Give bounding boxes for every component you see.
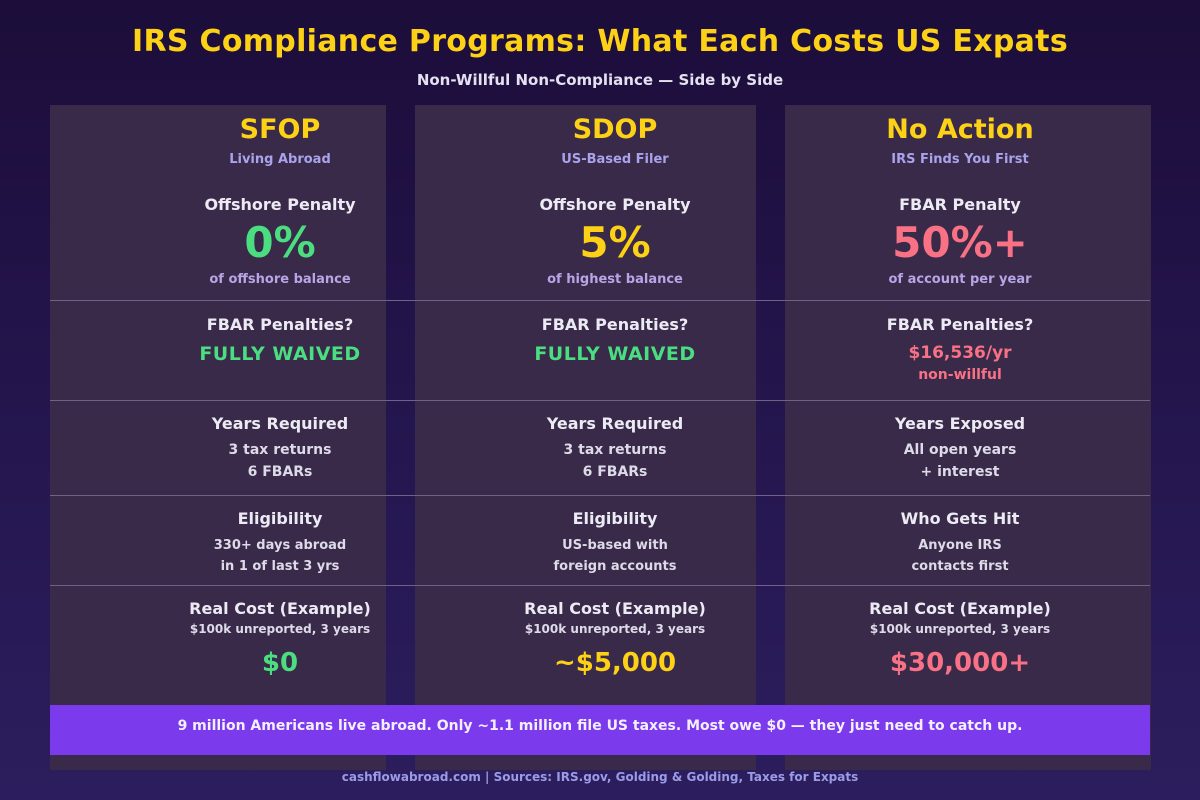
eligibility-line-1: 330+ days abroad — [213, 538, 347, 553]
footer-sources: cashflowabroad.com | Sources: IRS.gov, G… — [341, 770, 859, 784]
fbar-label: FBAR Penalties? — [886, 315, 1034, 334]
fbar-note: non-willful — [918, 367, 1002, 383]
penalty-value: 0% — [244, 218, 316, 267]
column-subtitle: US-Based Filer — [561, 152, 669, 167]
fbar-label: FBAR Penalties? — [206, 315, 354, 334]
column-title: No Action — [886, 114, 1034, 145]
fbar-amount: $16,536/yr — [908, 343, 1012, 363]
column-subtitle: Living Abroad — [229, 152, 331, 167]
column-panel-no-action — [785, 105, 1151, 770]
column-title: SFOP — [239, 114, 321, 145]
row-divider — [50, 300, 1150, 301]
penalty-note: of account per year — [888, 272, 1032, 287]
cost-label: Real Cost (Example) — [189, 599, 371, 618]
years-label: Years Required — [211, 414, 349, 433]
cost-value: $30,000+ — [889, 648, 1031, 678]
penalty-value: 50%+ — [892, 218, 1028, 267]
page-subtitle: Non-Willful Non-Compliance — Side by Sid… — [416, 71, 784, 89]
cost-example: $100k unreported, 3 years — [524, 622, 706, 636]
row-divider — [50, 585, 1150, 586]
column-panel-sdop — [415, 105, 756, 770]
column-title: SDOP — [572, 114, 658, 145]
eligibility-line-1: Anyone IRS — [918, 538, 1002, 553]
cost-label: Real Cost (Example) — [869, 599, 1051, 618]
cost-label: Real Cost (Example) — [524, 599, 706, 618]
callout-banner — [50, 705, 1150, 755]
row-divider — [50, 400, 1150, 401]
cost-example: $100k unreported, 3 years — [869, 622, 1051, 636]
years-line-2: 6 FBARs — [582, 464, 648, 480]
column-panel-sfop — [50, 105, 386, 770]
years-label: Years Exposed — [894, 414, 1026, 433]
years-line-1: 3 tax returns — [563, 442, 667, 458]
years-label: Years Required — [546, 414, 684, 433]
years-line-2: + interest — [920, 464, 1000, 480]
page-title: IRS Compliance Programs: What Each Costs… — [132, 24, 1068, 59]
fbar-status: FULLY WAIVED — [199, 343, 361, 365]
cost-value: ~$5,000 — [553, 648, 677, 678]
years-line-2: 6 FBARs — [247, 464, 313, 480]
eligibility-label: Who Gets Hit — [900, 509, 1020, 528]
penalty-note: of offshore balance — [209, 272, 351, 287]
eligibility-line-1: US-based with — [562, 538, 668, 553]
penalty-value: 5% — [579, 218, 651, 267]
row-divider — [50, 495, 1150, 496]
penalty-label: FBAR Penalty — [899, 195, 1021, 214]
years-line-1: 3 tax returns — [228, 442, 332, 458]
fbar-label: FBAR Penalties? — [541, 315, 689, 334]
column-subtitle: IRS Finds You First — [891, 152, 1029, 167]
eligibility-line-2: in 1 of last 3 yrs — [220, 559, 340, 574]
cost-value: $0 — [261, 648, 299, 678]
penalty-label: Offshore Penalty — [539, 195, 691, 214]
eligibility-line-2: foreign accounts — [553, 559, 677, 574]
eligibility-label: Eligibility — [237, 509, 323, 528]
penalty-note: of highest balance — [547, 272, 683, 287]
callout-banner-text: 9 million Americans live abroad. Only ~1… — [177, 718, 1023, 734]
years-line-1: All open years — [903, 442, 1017, 458]
eligibility-line-2: contacts first — [911, 559, 1009, 574]
eligibility-label: Eligibility — [572, 509, 658, 528]
penalty-label: Offshore Penalty — [204, 195, 356, 214]
fbar-status: FULLY WAIVED — [534, 343, 696, 365]
cost-example: $100k unreported, 3 years — [189, 622, 371, 636]
